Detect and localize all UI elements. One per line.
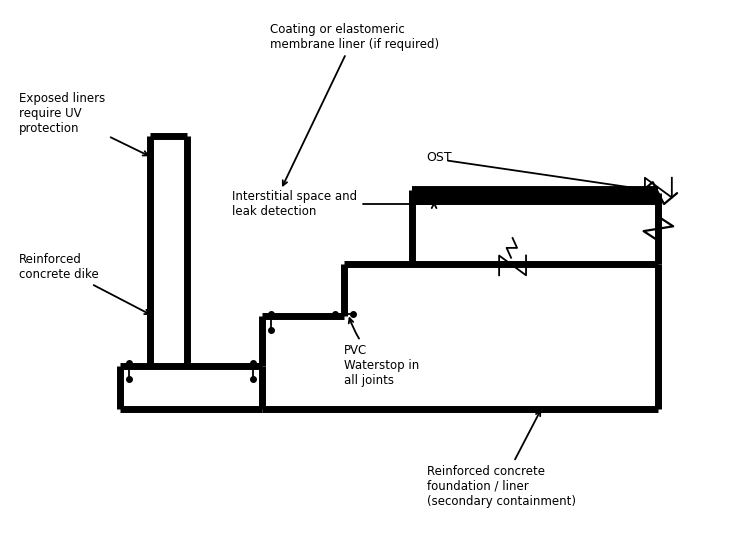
Text: Coating or elastomeric
membrane liner (if required): Coating or elastomeric membrane liner (i… [270, 23, 438, 186]
Text: Reinforced concrete
foundation / liner
(secondary containment): Reinforced concrete foundation / liner (… [426, 411, 575, 508]
Text: Reinforced
concrete dike: Reinforced concrete dike [19, 253, 150, 314]
Text: Interstitial space and
leak detection: Interstitial space and leak detection [232, 190, 436, 218]
Text: OST: OST [426, 151, 452, 164]
Text: Exposed liners
require UV
protection: Exposed liners require UV protection [19, 92, 148, 156]
Text: PVC
Waterstop in
all joints: PVC Waterstop in all joints [344, 318, 420, 387]
